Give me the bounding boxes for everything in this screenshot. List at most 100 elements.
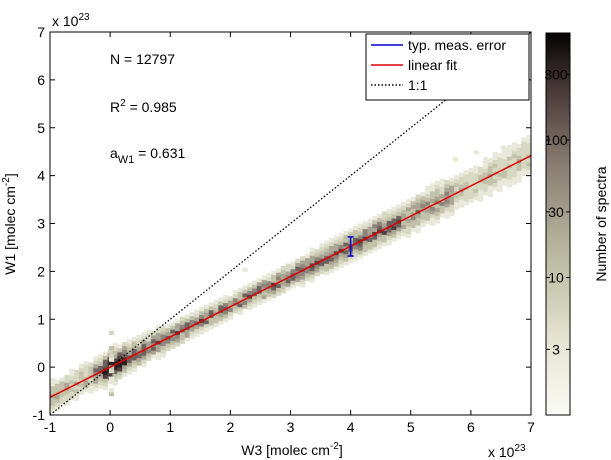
heatmap-cell	[93, 360, 99, 365]
heatmap-cell	[50, 378, 56, 383]
heatmap-cell	[449, 212, 455, 217]
heatmap-cell	[151, 346, 157, 351]
heatmap-cell	[415, 198, 421, 203]
heatmap-cell	[333, 247, 339, 252]
linear-fit-line	[50, 154, 531, 399]
heatmap-cell	[454, 201, 460, 207]
heatmap-cell	[386, 231, 392, 237]
heatmap-cell	[434, 211, 441, 216]
heatmap-cell	[141, 339, 147, 345]
heatmap-cell	[102, 363, 109, 368]
heatmap-cell	[521, 164, 527, 169]
heatmap-cell	[506, 167, 513, 172]
heatmap-cell	[372, 216, 378, 221]
heatmap-cell	[405, 233, 412, 239]
heatmap-cell	[343, 230, 349, 235]
heatmap-cell	[309, 270, 315, 275]
heatmap-cell	[285, 267, 291, 272]
heatmap-cell	[338, 259, 344, 265]
heatmap-cell	[266, 280, 272, 286]
heatmap-cell	[252, 284, 258, 289]
colorbar: 3 10 30 100 300 Number of spectra	[544, 32, 609, 416]
heatmap-cell	[203, 304, 210, 309]
heatmap-cell	[151, 354, 157, 359]
heatmap-cell	[136, 338, 142, 343]
n-annotation: N = 12797	[110, 51, 175, 67]
heatmap-cell	[506, 179, 513, 184]
heatmap-cell	[112, 354, 118, 359]
heatmap-cell	[126, 351, 133, 356]
heatmap-cell	[83, 368, 89, 374]
heatmap-cell	[319, 265, 325, 271]
heatmap-cell	[141, 332, 147, 337]
heatmap-cell	[256, 285, 263, 290]
heatmap-cell	[511, 146, 517, 151]
heatmap-cell	[304, 273, 311, 278]
heatmap-cell	[112, 377, 118, 382]
heatmap-cell	[324, 248, 330, 253]
heatmap-cell	[497, 153, 503, 158]
heatmap-cell	[487, 162, 493, 167]
heatmap-cell	[463, 181, 469, 187]
heatmap-cell	[93, 375, 99, 380]
heatmap-cell	[199, 307, 205, 312]
heatmap-cell	[155, 348, 162, 353]
heatmap-cell	[304, 257, 311, 262]
heatmap-cell	[179, 335, 186, 341]
heatmap-cell	[333, 266, 339, 271]
heatmap-cell	[271, 289, 277, 295]
heatmap-cell	[338, 237, 344, 242]
heatmap-cell	[401, 201, 407, 206]
heatmap-cell	[449, 196, 455, 201]
heatmap-cell	[492, 178, 498, 184]
heatmap-cell	[381, 219, 388, 224]
heatmap-cell	[434, 207, 441, 213]
heatmap-cell	[146, 341, 152, 346]
heatmap-cell	[401, 220, 407, 226]
heatmap-cell	[126, 347, 133, 352]
heatmap-cell	[309, 255, 315, 260]
heatmap-cell	[377, 217, 383, 222]
heatmap-cell	[391, 214, 397, 219]
heatmap-cell	[343, 249, 349, 255]
heatmap-cell	[324, 240, 330, 245]
heatmap-cell	[362, 224, 368, 230]
heatmap-cell	[454, 175, 460, 180]
heatmap-cell	[108, 357, 115, 362]
heatmap-cell	[285, 263, 291, 268]
heatmap-cell	[521, 149, 527, 154]
heatmap-cell	[223, 314, 229, 319]
heatmap-cell	[237, 295, 243, 300]
heatmap-cell	[117, 371, 123, 376]
heatmap-cell	[444, 187, 450, 192]
heatmap-cell	[396, 211, 402, 217]
heatmap-cell	[203, 320, 210, 325]
heatmap-cell	[449, 181, 455, 186]
heatmap-cell	[112, 350, 118, 355]
heatmap-cell	[295, 258, 301, 263]
heatmap-cell	[319, 262, 325, 267]
heatmap-cell	[454, 205, 460, 211]
heatmap-cell	[151, 331, 157, 336]
heatmap-cell	[429, 210, 436, 215]
heatmap-cell	[309, 266, 315, 272]
heatmap-cell	[516, 147, 522, 152]
heatmap-cell	[429, 217, 436, 223]
heatmap-cell	[487, 165, 493, 171]
heatmap-cell	[482, 172, 489, 177]
heatmap-cell	[487, 181, 493, 186]
heatmap-cell	[54, 379, 61, 384]
y-tick-label: 7	[37, 24, 45, 40]
heatmap-cell	[338, 244, 344, 249]
heatmap-cell	[199, 322, 205, 327]
heatmap-cell	[227, 315, 234, 320]
heatmap-cell	[175, 326, 181, 332]
heatmap-cell	[203, 327, 210, 332]
heatmap-cell	[429, 187, 436, 192]
heatmap-cell	[405, 199, 412, 204]
heatmap-cell	[415, 213, 421, 218]
heatmap-cell	[170, 336, 176, 342]
heatmap-cell	[69, 387, 75, 392]
heatmap-cell	[328, 264, 335, 270]
heatmap-cell	[50, 389, 56, 394]
